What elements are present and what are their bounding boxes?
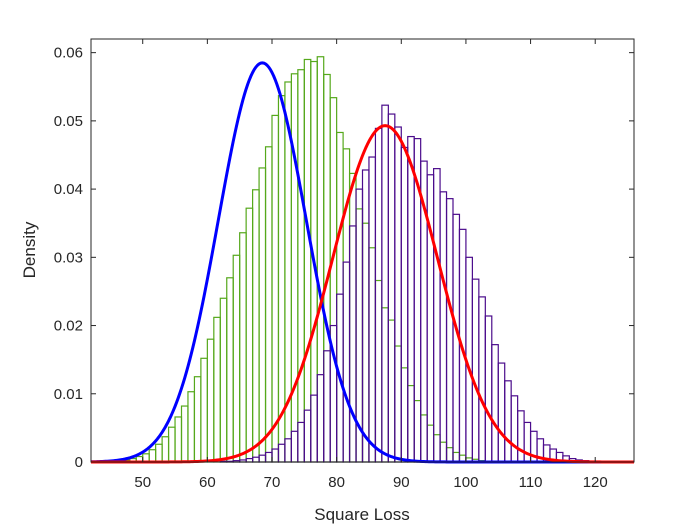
y-tick-label: 0.06: [54, 45, 83, 62]
x-tick-label: 100: [453, 474, 478, 491]
y-tick-labels: 0 0.01 0.02 0.03 0.04 0.05 0.06: [54, 45, 83, 471]
x-tick-label: 60: [199, 474, 216, 491]
axes-box: [90, 38, 635, 463]
y-tick-label: 0.05: [54, 113, 83, 130]
y-tick-label: 0.01: [54, 386, 83, 403]
x-tick-label: 50: [134, 474, 151, 491]
x-tick-label: 70: [264, 474, 281, 491]
y-tick-label: 0.04: [54, 181, 83, 198]
x-axis-label: Square Loss: [314, 505, 409, 524]
x-tick-labels: 50 60 70 80 90 100 110 120: [134, 474, 607, 491]
x-tick-label: 110: [519, 474, 543, 491]
y-axis-label: Density: [20, 221, 39, 278]
x-tick-label: 90: [393, 474, 410, 491]
y-tick-label: 0: [75, 454, 83, 471]
x-tick-label: 120: [583, 474, 608, 491]
x-tick-label: 80: [328, 474, 345, 491]
y-tick-label: 0.03: [54, 249, 83, 266]
axis-ticks: [91, 39, 634, 463]
y-tick-label: 0.02: [54, 318, 83, 335]
